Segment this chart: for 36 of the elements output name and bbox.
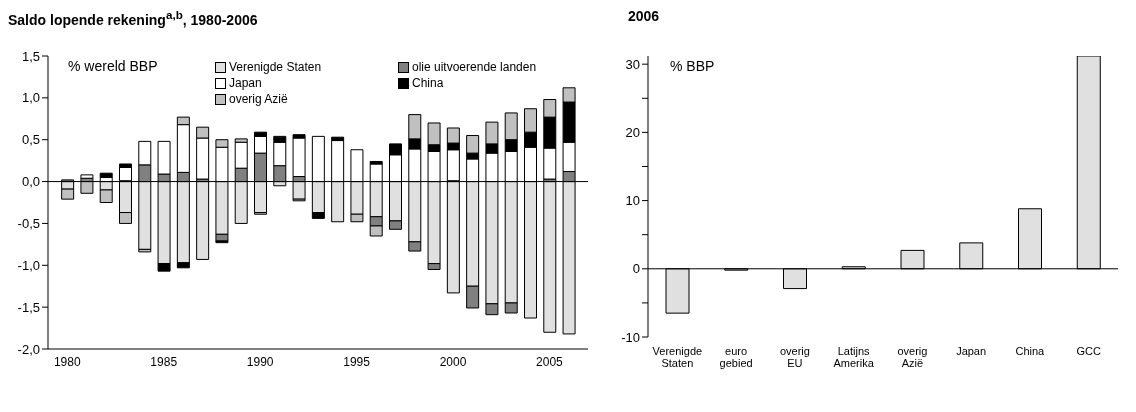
legend-label: olie uitvoerende landen <box>411 60 538 74</box>
x-tick-label: Verenigde Staten <box>652 345 703 369</box>
x-tick-label: overig EU <box>779 345 810 369</box>
x-tick-label: GCC <box>1076 345 1101 357</box>
y-tick-label: 10 <box>625 193 640 209</box>
y-tick-label: -1,0 <box>17 257 40 273</box>
y-tick-label: -1,5 <box>17 299 40 315</box>
legend-label: Verenigde Staten <box>228 60 323 74</box>
y-tick-label: -0,5 <box>17 216 40 232</box>
y-tick-label: 1,5 <box>21 48 40 64</box>
x-tick-label: 2005 <box>536 354 564 369</box>
x-tick-label: overig Azië <box>897 345 928 369</box>
legend-label: China <box>411 76 445 90</box>
legend-label: Japan <box>228 76 263 90</box>
x-tick-label: 1985 <box>150 354 178 369</box>
y-tick-label: 30 <box>625 56 640 72</box>
y-axis-title: % BBP <box>670 58 715 74</box>
y-axis-title: % wereld BBP <box>68 58 158 74</box>
y-tick-label: 0,0 <box>21 174 40 190</box>
y-tick-label: -10 <box>621 329 640 345</box>
y-tick-label: -2,0 <box>17 341 40 357</box>
y-tick-label: 0 <box>632 261 640 277</box>
x-tick-label: 1980 <box>53 354 81 369</box>
x-tick-label: Latijns Amerika <box>833 345 875 369</box>
y-tick-label: 0,5 <box>21 132 40 148</box>
x-tick-label: euro gebied <box>719 345 753 369</box>
y-tick-label: 1,0 <box>21 90 40 106</box>
y-tick-label: 20 <box>625 125 640 140</box>
chart-title: 2006 <box>627 8 661 26</box>
x-tick-label: 1995 <box>343 354 371 369</box>
x-tick-label: 1990 <box>246 354 274 369</box>
x-tick-label: China <box>1015 345 1046 357</box>
legend-label: overig Azië <box>228 92 289 106</box>
x-tick-label: 2000 <box>439 354 467 369</box>
chart-title: Saldo lopende rekening$^{a,b}$, 1980-2006 <box>8 8 259 30</box>
x-tick-label: Japan <box>956 345 987 357</box>
